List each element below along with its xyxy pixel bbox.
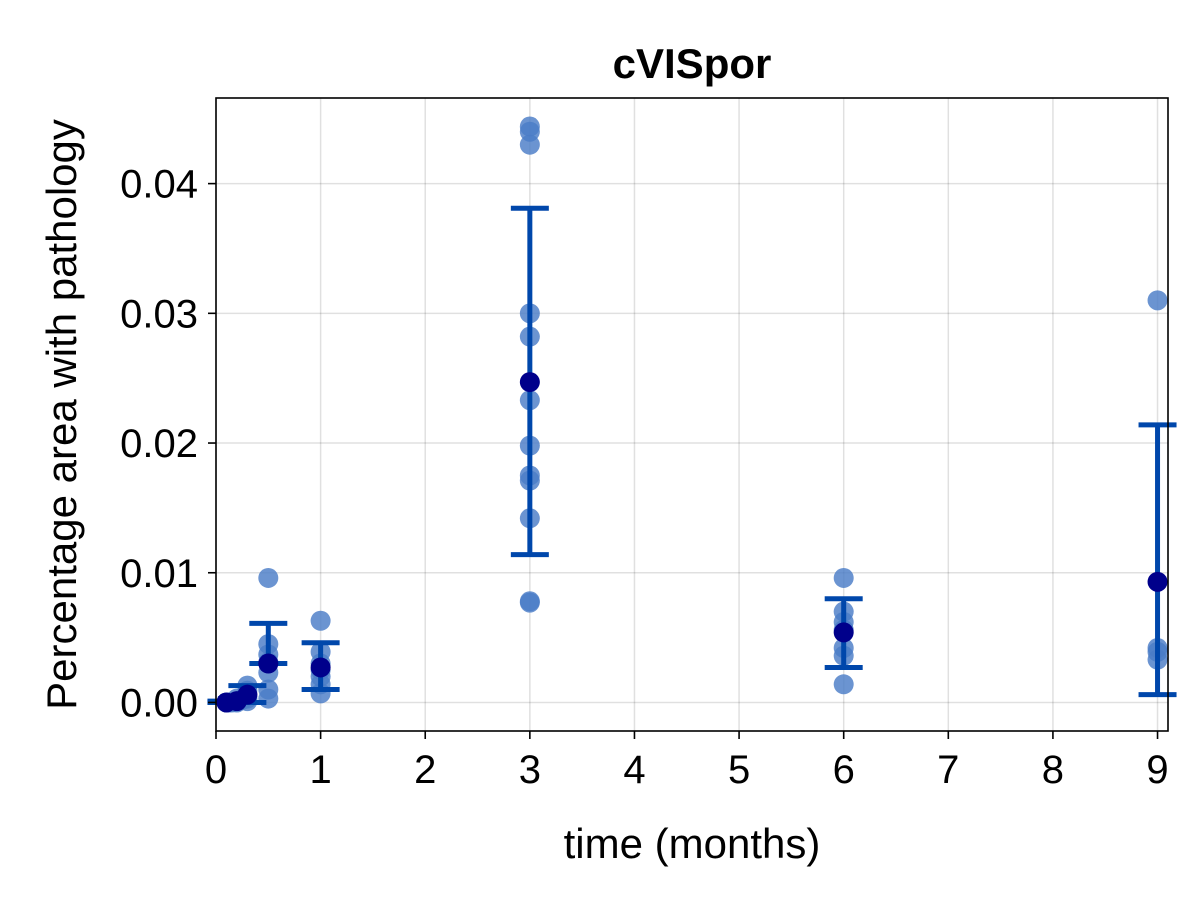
chart-title: cVISpor xyxy=(613,40,772,87)
mean-point xyxy=(1147,571,1168,592)
y-tick-label: 0.02 xyxy=(120,422,198,466)
data-point xyxy=(258,567,279,588)
plot-frame xyxy=(215,97,1169,732)
mean-point xyxy=(310,657,331,678)
data-point xyxy=(310,610,331,631)
data-point xyxy=(833,567,854,588)
data-point xyxy=(519,134,540,155)
errorbar-layer xyxy=(207,205,1177,705)
x-tick-label: 2 xyxy=(414,748,436,792)
mean-point xyxy=(519,372,540,393)
points-layer xyxy=(216,116,1168,713)
data-point xyxy=(258,688,279,709)
x-tick-label: 4 xyxy=(623,748,645,792)
grid xyxy=(215,98,1168,731)
x-tick-label: 0 xyxy=(205,748,227,792)
x-axis: 0 1 2 3 4 5 6 7 8 9 xyxy=(205,731,1169,792)
x-tick-label: 7 xyxy=(937,748,959,792)
y-tick-label: 0.00 xyxy=(120,681,198,725)
y-tick-label: 0.04 xyxy=(120,163,198,207)
x-tick-label: 5 xyxy=(728,748,750,792)
y-axis-label: Percentage area with pathology xyxy=(38,119,85,710)
data-point xyxy=(833,674,854,695)
x-tick-label: 1 xyxy=(309,748,331,792)
x-tick-label: 9 xyxy=(1146,748,1168,792)
y-tick-label: 0.01 xyxy=(120,552,198,596)
mean-point xyxy=(237,684,258,705)
data-point xyxy=(1147,290,1168,311)
y-tick-label: 0.03 xyxy=(120,292,198,336)
y-axis: 0.00 0.01 0.02 0.03 0.04 xyxy=(120,163,216,725)
error-bar xyxy=(1138,422,1177,698)
x-tick-label: 3 xyxy=(519,748,541,792)
mean-layer xyxy=(216,372,1168,713)
mean-point xyxy=(833,622,854,643)
x-axis-label: time (months) xyxy=(564,820,821,867)
data-point xyxy=(519,592,540,613)
x-tick-label: 8 xyxy=(1042,748,1064,792)
x-tick-label: 6 xyxy=(833,748,855,792)
mean-point xyxy=(258,653,279,674)
